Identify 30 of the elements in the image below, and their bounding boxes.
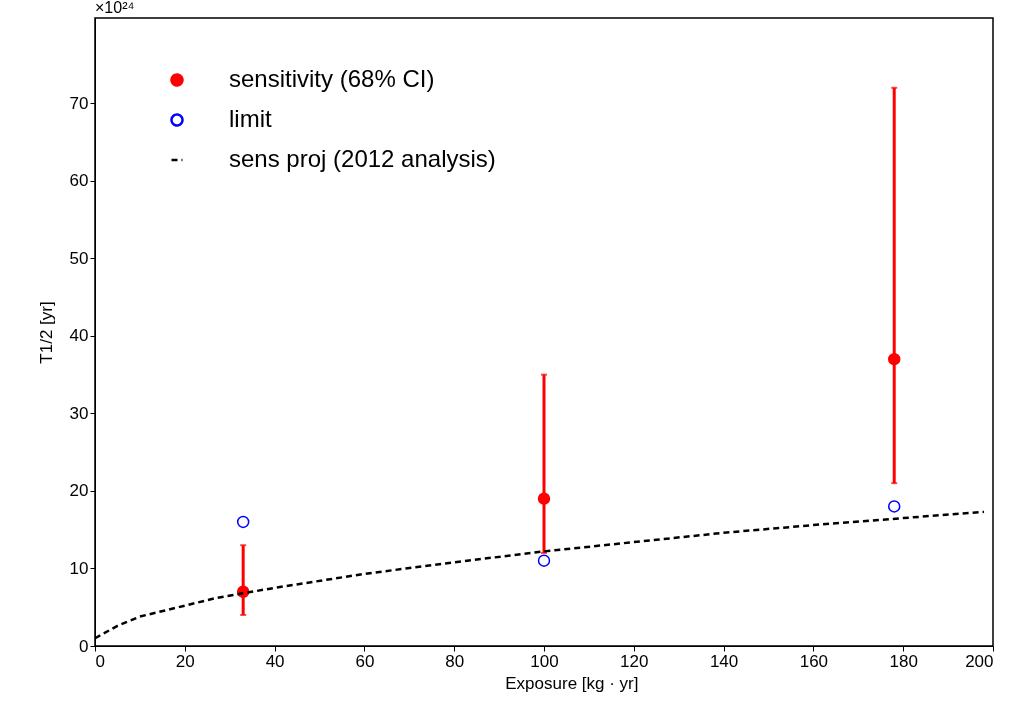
legend-label: sens proj (2012 analysis): [229, 145, 496, 172]
x-tick-label: 120: [620, 651, 649, 671]
y-tick-label: 10: [69, 558, 89, 578]
y-tick-label: 60: [69, 171, 89, 191]
x-tick-label: 60: [355, 651, 375, 671]
point: [236, 515, 250, 529]
point: [887, 352, 901, 366]
legend-label: sensitivity (68% CI): [229, 65, 435, 92]
x-tick-label: 20: [175, 651, 195, 671]
y-tick-label: 70: [69, 93, 89, 113]
y-tick-label: 0: [79, 636, 89, 656]
legend-label: limit: [229, 105, 272, 132]
y-axis-title: T1/2 [yr]: [36, 301, 56, 364]
point: [537, 492, 551, 505]
x-tick-label: 140: [709, 651, 739, 671]
y-tick-label: 20: [69, 481, 89, 501]
x-tick-label: 40: [265, 651, 285, 671]
y-tick-label: 30: [69, 403, 89, 423]
x-tick-label: 180: [889, 651, 918, 671]
x-tick-label: 200: [965, 651, 994, 671]
y-tick-label: 40: [69, 326, 89, 346]
x-tick-label: 0: [95, 651, 105, 671]
text: ×10²⁴: [95, 0, 135, 16]
x-axis-title: Exposure [kg · yr]: [505, 673, 639, 693]
x-tick-label: 80: [445, 651, 465, 671]
x-tick-label: 160: [799, 651, 829, 671]
x-tick-label: 100: [530, 651, 559, 671]
point: [887, 500, 901, 513]
y-tick-label: 50: [69, 248, 89, 268]
point: [537, 554, 551, 567]
